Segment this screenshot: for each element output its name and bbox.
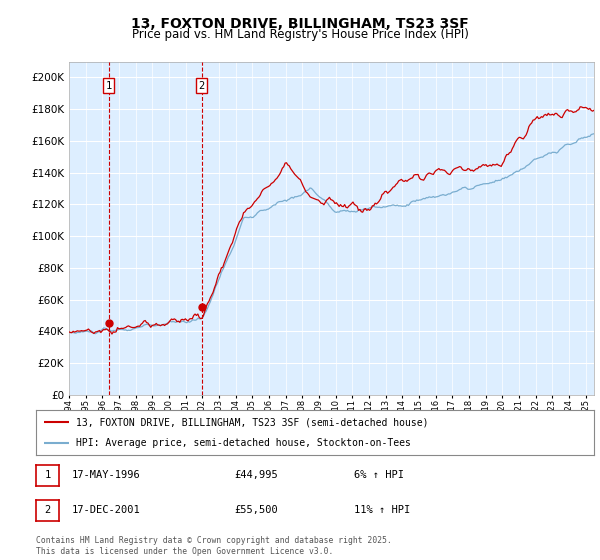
Text: 1: 1 xyxy=(106,81,112,91)
Text: 6% ↑ HPI: 6% ↑ HPI xyxy=(354,470,404,480)
Text: Contains HM Land Registry data © Crown copyright and database right 2025.
This d: Contains HM Land Registry data © Crown c… xyxy=(36,536,392,556)
Text: 1: 1 xyxy=(44,470,50,480)
Text: 11% ↑ HPI: 11% ↑ HPI xyxy=(354,505,410,515)
Text: 2: 2 xyxy=(44,505,50,515)
Text: Price paid vs. HM Land Registry's House Price Index (HPI): Price paid vs. HM Land Registry's House … xyxy=(131,28,469,41)
Text: 17-MAY-1996: 17-MAY-1996 xyxy=(72,470,141,480)
Text: 13, FOXTON DRIVE, BILLINGHAM, TS23 3SF (semi-detached house): 13, FOXTON DRIVE, BILLINGHAM, TS23 3SF (… xyxy=(76,417,428,427)
Text: £44,995: £44,995 xyxy=(234,470,278,480)
Text: 13, FOXTON DRIVE, BILLINGHAM, TS23 3SF: 13, FOXTON DRIVE, BILLINGHAM, TS23 3SF xyxy=(131,17,469,31)
Text: 2: 2 xyxy=(199,81,205,91)
Text: HPI: Average price, semi-detached house, Stockton-on-Tees: HPI: Average price, semi-detached house,… xyxy=(76,437,411,447)
Text: 17-DEC-2001: 17-DEC-2001 xyxy=(72,505,141,515)
Text: £55,500: £55,500 xyxy=(234,505,278,515)
